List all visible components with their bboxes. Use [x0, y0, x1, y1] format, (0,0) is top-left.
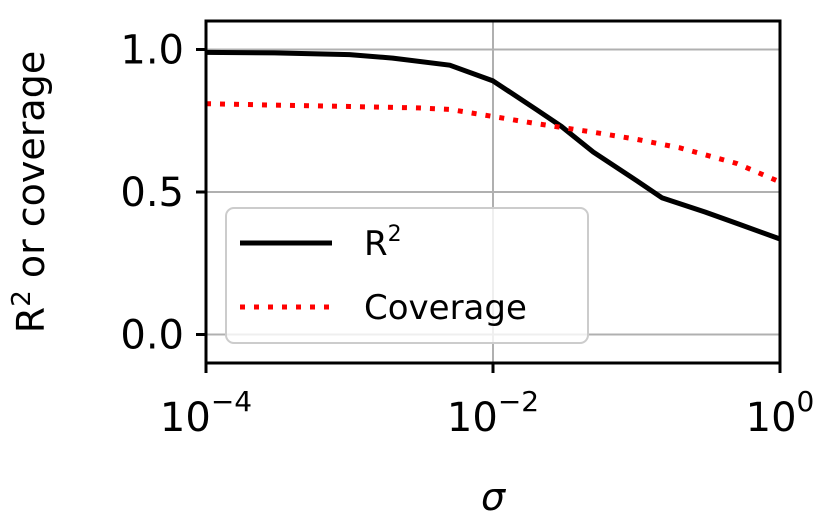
plot-series [205, 49, 781, 242]
y-tick-label: 0.0 [120, 313, 184, 359]
y-axis-label: R2 or coverage [7, 51, 53, 333]
x-axis-label: σ [481, 475, 507, 519]
legend-label: R2 [364, 222, 402, 264]
series-line-r2 [205, 49, 781, 242]
x-tick-label: 10−4 [160, 385, 252, 441]
legend-label: Coverage [364, 288, 527, 328]
x-tick-label: 10−2 [447, 385, 539, 441]
y-tick-label: 1.0 [120, 28, 184, 74]
x-tick-label: 100 [746, 385, 815, 441]
axis-ticks: 10−4 10−2 100 0.0 0.5 1.0 [120, 28, 814, 442]
series-line-coverage [205, 101, 781, 185]
y-tick-label: 0.5 [120, 170, 184, 216]
legend: R2 Coverage [225, 207, 589, 344]
